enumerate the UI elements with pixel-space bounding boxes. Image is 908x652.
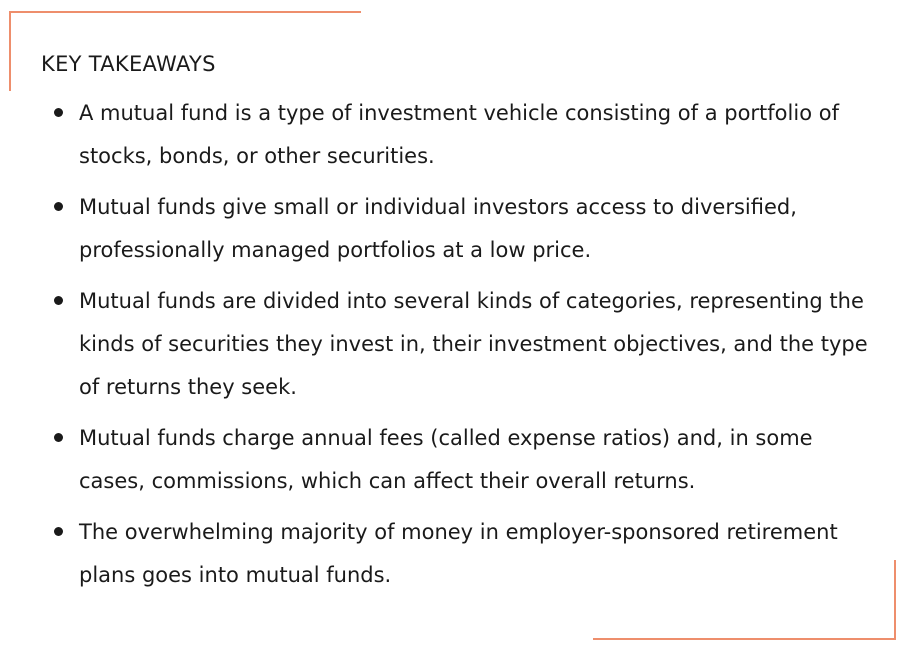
top-left-corner-bracket: [9, 11, 361, 13]
takeaway-text: The overwhelming majority of money in em…: [79, 520, 838, 587]
takeaway-item: A mutual fund is a type of investment ve…: [54, 92, 879, 178]
takeaway-item: Mutual funds charge annual fees (called …: [54, 417, 879, 503]
bullet-icon: [54, 527, 63, 536]
takeaway-item: The overwhelming majority of money in em…: [54, 511, 879, 597]
takeaway-text: Mutual funds are divided into several ki…: [79, 289, 868, 399]
top-left-corner-bracket-vertical: [9, 11, 11, 91]
takeaway-text: A mutual fund is a type of investment ve…: [79, 101, 839, 168]
takeaway-item: Mutual funds give small or individual in…: [54, 186, 879, 272]
bottom-right-corner-bracket-vertical: [894, 560, 896, 640]
takeaway-text: Mutual funds charge annual fees (called …: [79, 426, 813, 493]
bullet-icon: [54, 296, 63, 305]
takeaway-text: Mutual funds give small or individual in…: [79, 195, 797, 262]
bottom-right-corner-bracket: [593, 638, 896, 640]
callout-heading: KEY TAKEAWAYS: [41, 52, 216, 76]
takeaway-item: Mutual funds are divided into several ki…: [54, 280, 879, 409]
bullet-icon: [54, 108, 63, 117]
takeaways-list: A mutual fund is a type of investment ve…: [54, 92, 879, 605]
bullet-icon: [54, 202, 63, 211]
bullet-icon: [54, 433, 63, 442]
